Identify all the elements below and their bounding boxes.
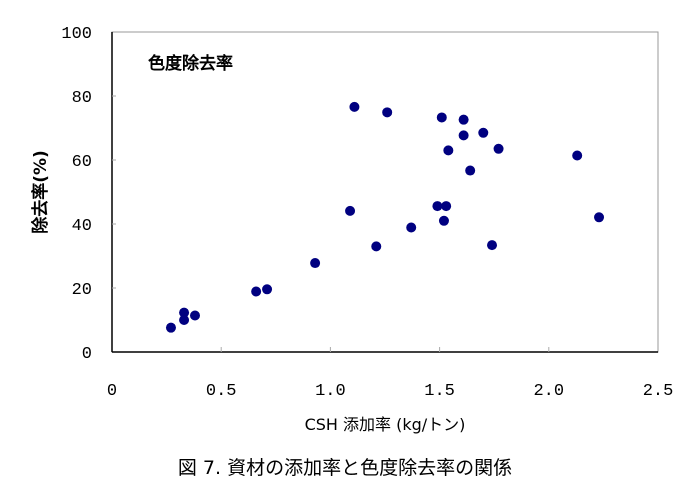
data-point: [406, 222, 417, 233]
y-tick-label: 80: [72, 89, 92, 108]
x-tick-label: 1.5: [424, 382, 455, 401]
data-point: [478, 127, 489, 138]
x-tick-label: 2.0: [533, 382, 564, 401]
x-axis-label: CSH 添加率 (kg/トン): [305, 415, 466, 434]
data-point: [594, 212, 605, 223]
data-point: [179, 307, 190, 318]
x-tick-label: 0: [107, 382, 117, 401]
x-tick-label: 0.5: [206, 382, 237, 401]
y-tick-label: 60: [72, 153, 92, 172]
data-point: [493, 143, 504, 154]
data-point: [189, 310, 200, 321]
data-point: [458, 114, 469, 125]
x-tick-label: 2.5: [643, 382, 674, 401]
figure-caption: 図 7. 資材の添加率と色度除去率の関係: [178, 457, 512, 479]
data-point: [382, 107, 393, 118]
data-point: [438, 215, 449, 226]
data-point: [441, 201, 452, 212]
y-tick-label: 40: [72, 217, 92, 236]
data-point: [179, 315, 190, 325]
plot-frame: [111, 31, 659, 353]
chart-title: 色度除去率: [148, 53, 233, 74]
y-axis-label: 除去率(%): [30, 150, 51, 234]
data-point: [262, 284, 273, 295]
data-point: [349, 101, 360, 112]
data-point: [310, 258, 321, 269]
data-point: [458, 130, 469, 141]
data-point: [465, 165, 476, 176]
y-tick-label: 20: [72, 281, 92, 300]
data-point: [487, 240, 498, 251]
data-point: [432, 201, 443, 212]
data-point: [371, 241, 382, 252]
y-tick-label: 0: [82, 345, 92, 364]
data-point: [345, 205, 356, 216]
data-point: [572, 150, 583, 161]
data-point: [436, 112, 447, 123]
data-point: [165, 322, 176, 333]
data-point: [443, 145, 454, 156]
x-tick-label: 1.0: [315, 382, 346, 401]
data-point: [251, 286, 262, 297]
y-tick-label: 100: [61, 25, 92, 44]
